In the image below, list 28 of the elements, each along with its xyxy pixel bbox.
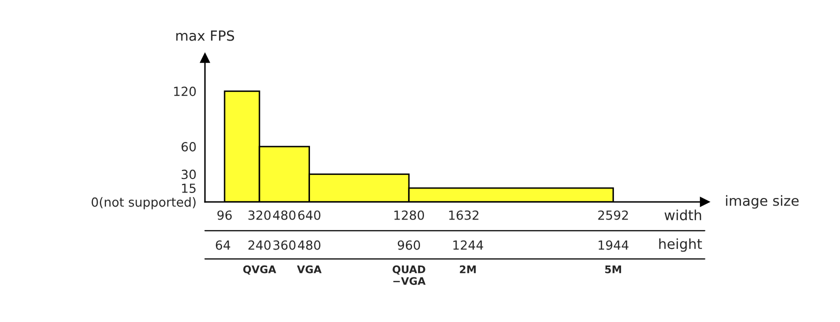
text: width [664, 210, 702, 220]
x-tick-label: 320 [248, 210, 271, 220]
y-axis-title: max FPS [176, 30, 234, 41]
text: 2M [460, 265, 476, 274]
x2-tick-label: 960 [398, 240, 420, 250]
x-tick-label: 480 [273, 210, 296, 220]
y-tick-label: 30 [182, 170, 196, 180]
x-tick-label: 640 [298, 210, 320, 220]
text: VGA [296, 265, 322, 274]
x2-tick-label: 480 [298, 240, 320, 250]
text: 5M [605, 266, 622, 274]
x-tick-label: 1632 [449, 210, 478, 220]
x2-tick-label: 64 [216, 240, 230, 250]
text: QVGA [243, 265, 276, 275]
text: QUAD −VGA [392, 265, 426, 285]
x2-tick-label: 240 [248, 240, 271, 250]
y-tick-label: 15 [182, 184, 196, 193]
x2-tick-label: 1944 [598, 240, 628, 250]
y-tick-label: 60 [182, 142, 196, 152]
x2-axis-title: height [659, 238, 702, 252]
x2-tick-label: 360 [273, 240, 296, 250]
x-tick-label: 2592 [598, 210, 628, 220]
y-tick-label: 120 [174, 86, 196, 96]
x-axis-title: image size [726, 195, 799, 209]
x2-tick-label: 1244 [453, 240, 484, 250]
y-tick-label: 0(not supported) [92, 197, 196, 210]
x-tick-label: 1280 [394, 210, 424, 220]
x-tick-label: 96 [217, 210, 232, 220]
